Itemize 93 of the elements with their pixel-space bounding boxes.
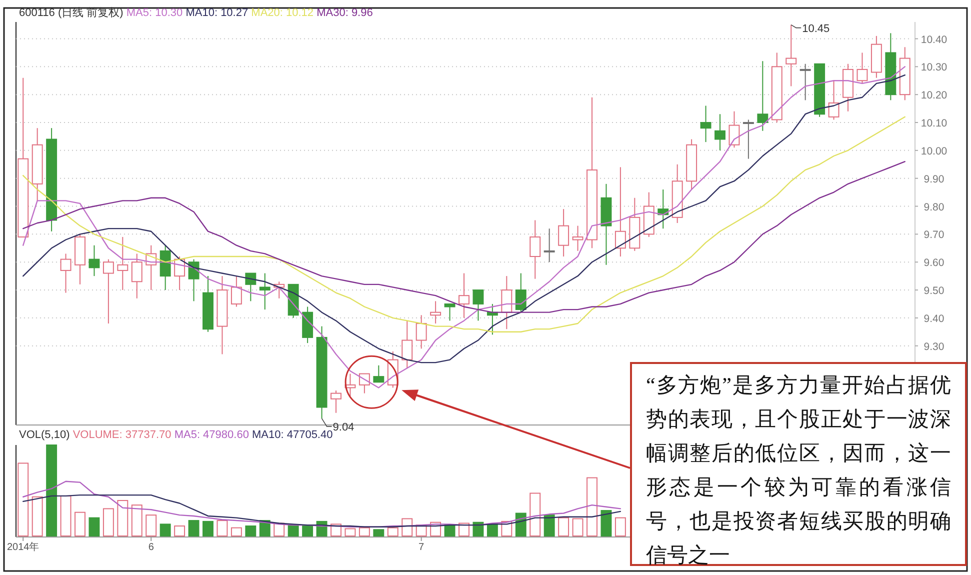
- text: MA5: 10.30: [126, 7, 186, 19]
- bar: [444, 524, 456, 536]
- candlestick: [757, 60, 768, 132]
- annotation: “多方炮”是多方力量开始占据优势的表现，且个股正处于一波深幅调整后的低位区，因而，这一形态是一个较为可靠的看涨信号，也是投资者短线买股的明确信号之一: [630, 362, 967, 567]
- text: MA10: 10.27: [186, 7, 252, 19]
- bar: [458, 522, 470, 536]
- y-tick-label: 10.00: [920, 145, 948, 158]
- candlestick: [416, 314, 427, 350]
- y-tick-label: 10.30: [920, 62, 948, 74]
- candlestick: [102, 258, 114, 324]
- x-tick-label: 2014年: [6, 541, 40, 553]
- bar: [146, 514, 157, 536]
- bar: [18, 462, 29, 536]
- bar: [131, 504, 142, 536]
- bar: [530, 492, 541, 536]
- candlestick: [742, 119, 754, 160]
- bar: [288, 524, 299, 536]
- bar: [600, 510, 612, 536]
- y-tick-label: 10.40: [920, 34, 948, 46]
- bar: [358, 527, 370, 536]
- bar: [102, 508, 114, 536]
- candlestick: [828, 80, 840, 120]
- y-tick-label: 10.20: [920, 90, 948, 102]
- bar: [572, 518, 584, 536]
- candlestick: [786, 24, 797, 87]
- y-tick-label: 9.60: [924, 257, 944, 270]
- candlestick: [131, 253, 142, 299]
- annotation: 10.45: [802, 22, 830, 35]
- text: MA30: 9.96: [316, 7, 373, 19]
- series-label: VOLUME: 37737.70: [72, 429, 174, 441]
- text: MA10: 47705.40: [252, 429, 333, 441]
- bar: [160, 524, 171, 536]
- candlestick: [230, 276, 242, 308]
- candlestick: [558, 208, 570, 257]
- y-tick-label: 9.30: [924, 340, 944, 353]
- candlestick: [60, 253, 72, 294]
- candlestick: [444, 303, 456, 322]
- candlestick: [117, 236, 128, 290]
- chart-title: VOL(5,10): [19, 429, 73, 441]
- bar: [188, 520, 200, 536]
- bar: [202, 520, 214, 536]
- candlestick: [88, 244, 100, 277]
- bar: [544, 514, 555, 536]
- bar: [117, 500, 128, 536]
- candlestick: [430, 300, 442, 324]
- bar: [245, 525, 256, 536]
- candlestick: [714, 114, 726, 151]
- bar: [402, 518, 413, 536]
- candlestick: [614, 166, 626, 257]
- candlestick: [728, 110, 740, 148]
- annotation: 9.04: [332, 421, 354, 434]
- y-tick-label: 9.80: [924, 201, 944, 214]
- candlestick: [800, 63, 811, 101]
- x-tick-label: 6: [148, 542, 154, 553]
- y-tick-label: 9.70: [924, 229, 944, 242]
- text: MA20: 10.12: [251, 7, 317, 19]
- bar: [387, 527, 398, 536]
- bar: [230, 527, 242, 536]
- candlestick: [472, 290, 484, 322]
- y-tick-label: 10.10: [920, 118, 948, 130]
- candlestick: [544, 228, 555, 263]
- candlestick: [458, 272, 470, 318]
- bar: [32, 496, 43, 536]
- candlestick: [515, 272, 526, 313]
- candlestick: [572, 225, 584, 252]
- candlestick: [259, 272, 270, 310]
- text: MA5: 47980.60: [174, 429, 252, 441]
- bar: [373, 529, 384, 536]
- bar: [472, 522, 484, 536]
- x-tick-label: 7: [418, 542, 425, 553]
- candlestick: [330, 390, 342, 414]
- candlestick: [501, 276, 512, 330]
- candlestick: [402, 320, 413, 369]
- bar: [302, 525, 314, 536]
- chart-title: 600116 (日线 前复权): [19, 6, 126, 19]
- bar: [88, 517, 100, 536]
- bar: [614, 517, 626, 536]
- candlestick: [530, 220, 541, 280]
- bar: [344, 528, 356, 536]
- bar: [60, 495, 72, 536]
- bar: [586, 477, 598, 536]
- candlestick: [373, 364, 384, 383]
- y-tick-label: 9.40: [924, 312, 944, 325]
- bar: [174, 525, 186, 536]
- bar: [46, 444, 58, 536]
- bar: [74, 512, 86, 536]
- candlestick: [700, 105, 712, 143]
- candlestick: [856, 52, 868, 84]
- y-tick-label: 9.50: [924, 285, 944, 297]
- bar: [558, 517, 570, 536]
- y-tick-label: 9.90: [924, 173, 944, 186]
- bar: [216, 520, 228, 536]
- bar: [486, 524, 498, 536]
